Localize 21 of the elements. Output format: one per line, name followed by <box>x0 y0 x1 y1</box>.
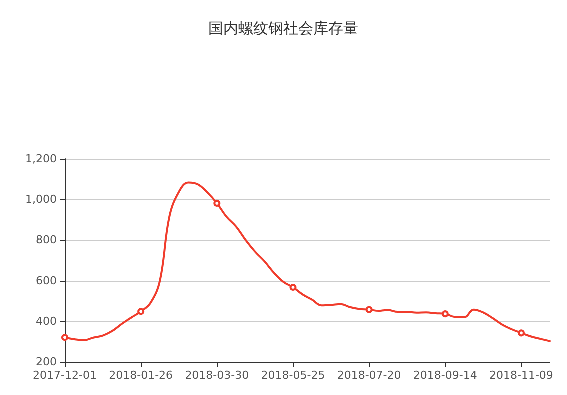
point <box>214 200 221 207</box>
x-tick-label: 2018-01-26 <box>109 369 174 382</box>
y-tick-label: 1,200 <box>26 152 57 166</box>
point <box>366 306 373 314</box>
x-tick-label: 2018-11-09 <box>490 369 554 382</box>
y-tick-label: 1,000 <box>26 193 57 206</box>
y-tick-label: 400 <box>36 314 57 328</box>
point <box>62 334 68 342</box>
chart-title: 国内螺纹钢社会库存量 <box>208 20 358 38</box>
y-tick-label: 200 <box>36 356 57 368</box>
point <box>442 310 449 318</box>
y-tick-label: 600 <box>36 274 57 288</box>
point <box>518 330 525 337</box>
point <box>290 284 297 291</box>
x-tick-label: 2018-05-25 <box>261 369 326 382</box>
x-tick-label: 2018-09-14 <box>413 369 478 382</box>
point <box>138 308 145 316</box>
y-tick-label: 800 <box>36 234 57 247</box>
x-tick-label: 2017-12-01 <box>33 369 97 382</box>
x-tick-label: 2018-07-20 <box>337 369 402 382</box>
x-tick-label: 2018-03-30 <box>185 369 250 382</box>
